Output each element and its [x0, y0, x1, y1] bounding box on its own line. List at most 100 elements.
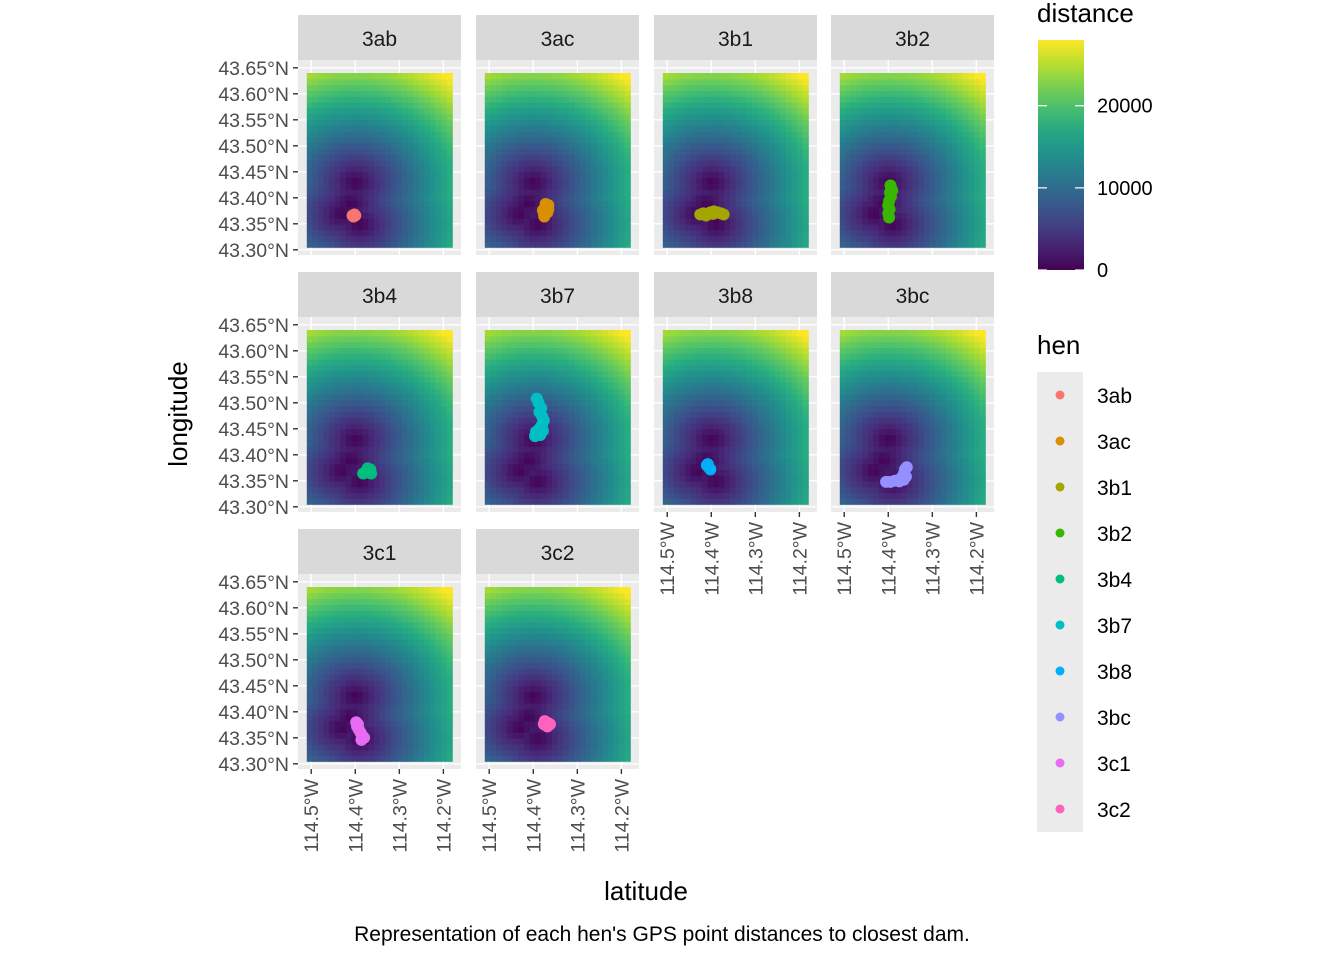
raster-cell	[780, 102, 787, 109]
raster-cell	[690, 119, 697, 126]
raster-cell	[429, 457, 437, 465]
raster-cell	[780, 131, 787, 138]
raster-cell	[679, 206, 686, 213]
raster-cell	[596, 446, 603, 453]
raster-cell	[596, 73, 603, 80]
raster-cell	[407, 148, 414, 155]
raster-cell	[407, 446, 414, 453]
raster-cell	[774, 241, 781, 248]
raster-cell	[619, 102, 626, 109]
raster-cell	[507, 353, 514, 360]
raster-cell	[752, 102, 759, 109]
raster-cell	[769, 131, 776, 138]
raster-cell	[596, 241, 603, 248]
raster-cell	[662, 223, 670, 231]
raster-cell	[791, 194, 798, 202]
raster-cell	[574, 142, 581, 150]
raster-cell	[802, 142, 809, 150]
raster-cell	[624, 78, 631, 86]
raster-cell	[839, 160, 847, 167]
raster-cell	[757, 73, 765, 80]
facet-strip-label: 3b8	[718, 285, 753, 308]
raster-cell	[662, 463, 670, 470]
raster-cell	[340, 411, 347, 418]
raster-cell	[679, 440, 686, 447]
raster-cell	[568, 73, 575, 80]
raster-cell	[306, 200, 314, 208]
raster-cell	[396, 73, 403, 80]
raster-cell	[613, 370, 620, 378]
raster-cell	[746, 229, 753, 237]
raster-cell	[385, 154, 392, 161]
raster-cell	[351, 388, 358, 395]
raster-cell	[718, 107, 725, 115]
raster-cell	[962, 119, 970, 126]
raster-cell	[685, 206, 692, 213]
raster-cell	[602, 212, 609, 219]
raster-cell	[379, 475, 386, 482]
raster-cell	[574, 353, 581, 360]
raster-cell	[368, 125, 375, 132]
raster-cell	[523, 206, 531, 213]
raster-cell	[396, 463, 403, 470]
raster-cell	[856, 194, 863, 202]
raster-cell	[317, 457, 325, 465]
raster-cell	[523, 102, 531, 109]
raster-cell	[501, 160, 508, 167]
raster-cell	[974, 200, 981, 208]
raster-cell	[407, 107, 414, 115]
raster-cell	[912, 200, 919, 208]
raster-cell	[312, 411, 319, 418]
raster-cell	[613, 486, 620, 494]
raster-cell	[523, 90, 531, 97]
raster-cell	[396, 96, 403, 103]
raster-cell	[585, 73, 592, 80]
raster-cell	[401, 171, 409, 179]
raster-cell	[662, 446, 670, 453]
raster-cell	[673, 376, 681, 383]
raster-cell	[340, 212, 347, 219]
raster-cell	[802, 194, 809, 202]
raster-cell	[396, 417, 403, 424]
raster-cell	[429, 200, 437, 208]
raster-cell	[579, 382, 587, 389]
raster-cell	[523, 96, 531, 103]
raster-cell	[424, 119, 431, 126]
raster-cell	[490, 171, 497, 179]
raster-cell	[418, 102, 425, 109]
raster-cell	[574, 341, 581, 349]
raster-cell	[602, 200, 609, 208]
raster-cell	[535, 73, 542, 80]
raster-cell	[934, 119, 942, 126]
raster-cell	[529, 388, 536, 395]
raster-cell	[690, 78, 697, 86]
raster-cell	[757, 223, 765, 231]
raster-cell	[551, 434, 559, 441]
raster-cell	[345, 417, 353, 424]
raster-cell	[668, 194, 675, 202]
raster-cell	[351, 393, 358, 401]
raster-cell	[418, 189, 425, 196]
raster-cell	[551, 353, 559, 360]
raster-cell	[951, 218, 958, 225]
raster-cell	[368, 347, 375, 354]
raster-cell	[624, 393, 631, 401]
raster-cell	[690, 73, 697, 80]
raster-cell	[329, 364, 336, 372]
raster-cell	[901, 102, 908, 109]
raster-cell	[334, 359, 341, 366]
raster-cell	[351, 223, 358, 231]
raster-cell	[490, 353, 497, 360]
raster-cell	[752, 107, 759, 115]
raster-cell	[873, 96, 880, 103]
raster-cell	[334, 212, 341, 219]
raster-cell	[540, 463, 547, 470]
raster-cell	[735, 148, 742, 155]
raster-cell	[535, 376, 542, 383]
raster-cell	[613, 96, 620, 103]
raster-cell	[596, 376, 603, 383]
raster-cell	[523, 347, 531, 354]
raster-cell	[495, 148, 503, 155]
raster-cell	[484, 96, 492, 103]
raster-cell	[968, 148, 975, 155]
